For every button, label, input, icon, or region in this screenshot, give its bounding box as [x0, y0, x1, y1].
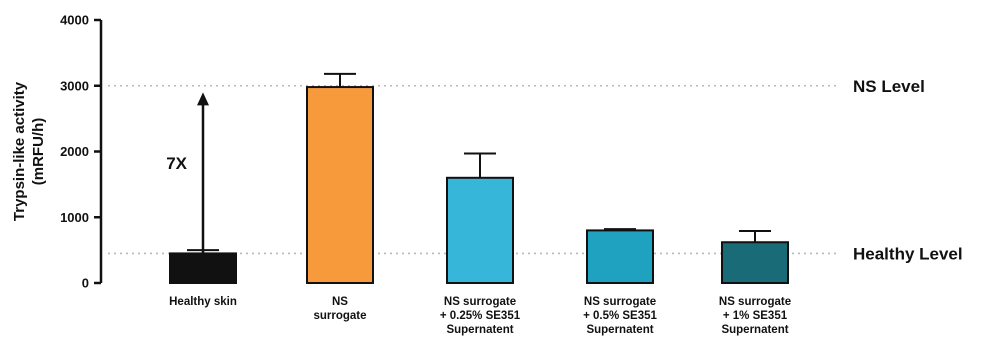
y-axis-title-line-2: (mRFU/h)	[30, 118, 47, 186]
y-axis-title: Trypsin-like activity (mRFU/h)	[11, 81, 47, 221]
annotation-arrow-head	[197, 92, 209, 106]
category-label-4: NS surrogate + 1% SE351 Supernatent	[719, 296, 791, 336]
y-tick-label-4: 4000	[60, 13, 89, 28]
y-tick-label-2: 2000	[60, 144, 89, 159]
annotation-label: 7X	[166, 154, 187, 173]
y-tick-label-0: 0	[82, 276, 89, 291]
reference-lines: NS Level Healthy Level	[108, 77, 963, 263]
y-tick-label-1: 1000	[60, 210, 89, 225]
bar-0	[169, 252, 237, 285]
category-label-0: Healthy skin	[169, 296, 237, 308]
y-axis: 0 1000 2000 3000 4000	[60, 13, 103, 291]
category-label-3: NS surrogate + 0.5% SE351 Supernatent	[583, 296, 657, 336]
category-labels: Healthy skin NS surrogate NS surrogate + 0.2…	[169, 296, 791, 336]
bar-4	[721, 241, 789, 284]
y-axis-title-line-1: Trypsin-like activity	[11, 81, 28, 221]
category-label-2: NS surrogate + 0.25% SE351 Supernatent	[440, 296, 521, 336]
bar-2	[446, 176, 514, 284]
y-tick-label-3: 3000	[60, 78, 89, 93]
bars	[169, 72, 789, 285]
reference-label-1: Healthy Level	[853, 244, 963, 263]
reference-label-0: NS Level	[853, 77, 925, 96]
annotation: 7X	[166, 92, 209, 254]
bar-1	[306, 86, 374, 284]
bar-3	[586, 229, 654, 284]
category-label-1: NS surrogate	[313, 296, 366, 322]
